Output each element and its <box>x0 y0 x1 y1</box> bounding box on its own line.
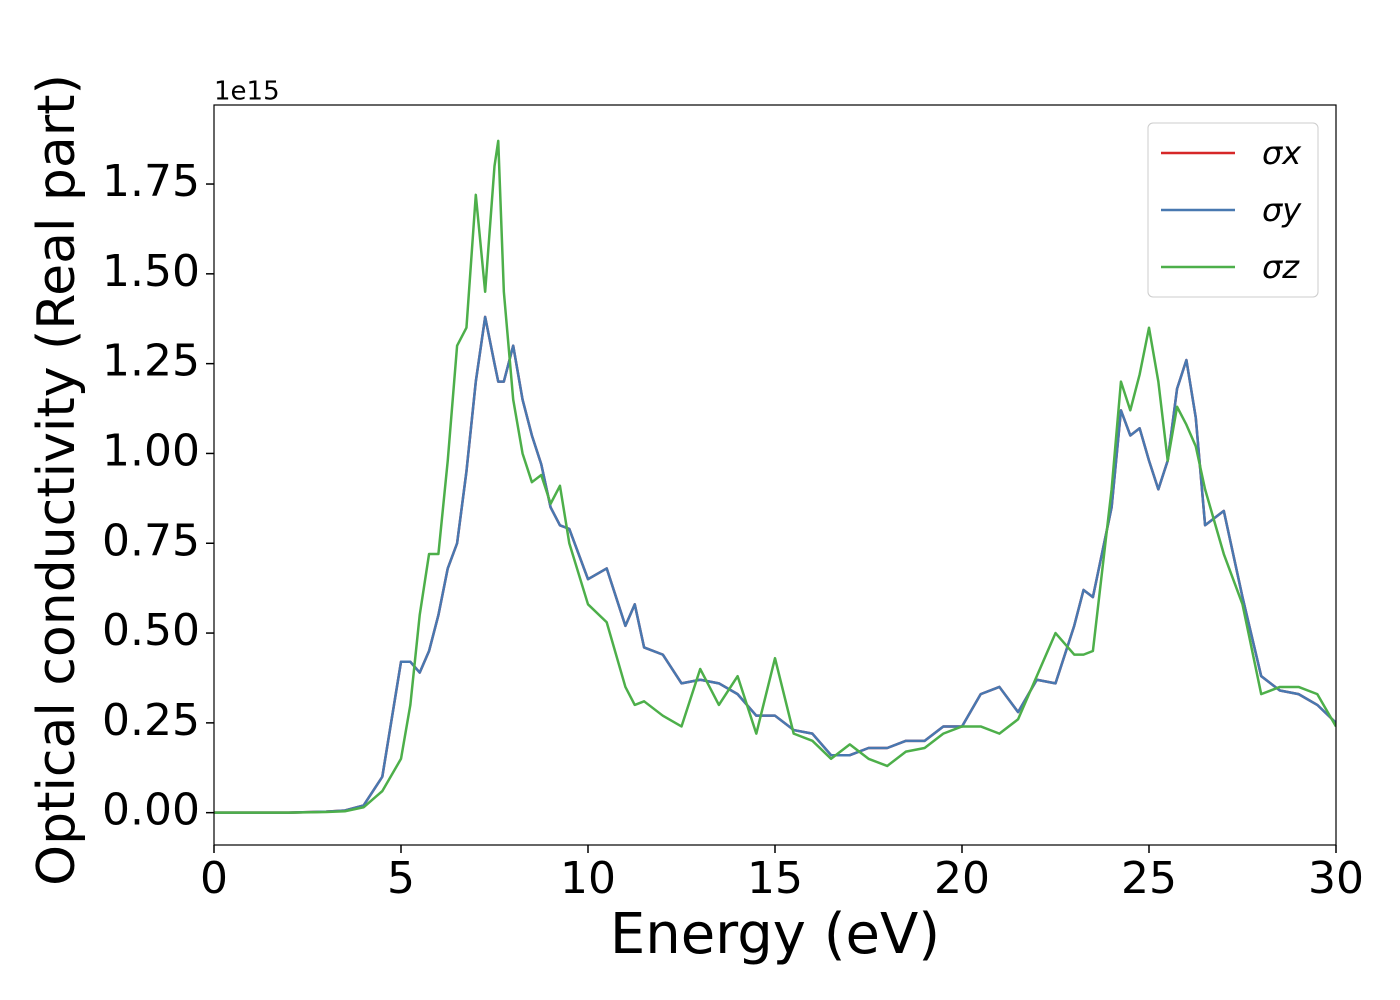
x-tick-label: 0 <box>200 853 228 904</box>
series-line <box>214 315 1336 814</box>
x-tick-label: 20 <box>934 853 990 904</box>
x-axis-label: Energy (eV) <box>610 902 940 967</box>
plot-frame <box>213 104 1337 846</box>
y-tick-label: 1.25 <box>102 336 200 387</box>
legend-label: σy <box>1262 191 1302 229</box>
y-tick-label: 1.00 <box>102 425 200 476</box>
y-tick-label: 0.00 <box>102 785 200 836</box>
offset-label: 1e15 <box>214 77 280 107</box>
legend-label: σz <box>1262 248 1300 286</box>
series-line <box>214 315 1336 814</box>
y-tick-label: 0.25 <box>102 695 200 746</box>
y-tick-label: 0.75 <box>102 515 200 566</box>
y-tick-label: 1.75 <box>102 156 200 207</box>
y-tick-label: 1.50 <box>102 246 200 297</box>
series-line <box>214 139 1336 814</box>
x-tick-label: 30 <box>1308 853 1364 904</box>
y-axis-label: Optical conductivity (Real part) <box>27 74 87 886</box>
legend-label: σx <box>1262 134 1302 172</box>
x-tick-label: 5 <box>387 853 415 904</box>
x-tick-label: 15 <box>747 853 803 904</box>
x-tick-label: 25 <box>1121 853 1177 904</box>
x-tick-label: 10 <box>560 853 616 904</box>
y-tick-label: 0.50 <box>102 605 200 656</box>
